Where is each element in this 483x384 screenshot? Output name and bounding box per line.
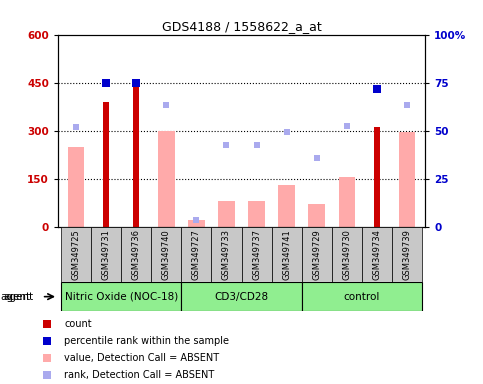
Bar <box>332 227 362 282</box>
Text: value, Detection Call = ABSENT: value, Detection Call = ABSENT <box>64 353 219 363</box>
Text: GSM349736: GSM349736 <box>132 229 141 280</box>
Bar <box>188 220 205 227</box>
Bar <box>91 227 121 282</box>
Bar <box>121 227 151 282</box>
Bar <box>68 147 85 227</box>
Text: agent: agent <box>0 291 30 302</box>
Bar <box>61 227 91 282</box>
Bar <box>218 201 235 227</box>
Bar <box>133 79 140 227</box>
Text: GSM349725: GSM349725 <box>71 229 81 280</box>
Bar <box>181 282 302 311</box>
Bar <box>398 132 415 227</box>
Text: count: count <box>64 318 92 329</box>
Bar <box>302 227 332 282</box>
Text: GSM349730: GSM349730 <box>342 229 351 280</box>
Text: GSM349734: GSM349734 <box>372 229 382 280</box>
Text: control: control <box>344 291 380 302</box>
Text: agent: agent <box>3 291 33 302</box>
Text: Nitric Oxide (NOC-18): Nitric Oxide (NOC-18) <box>65 291 178 302</box>
Text: GSM349737: GSM349737 <box>252 229 261 280</box>
Bar <box>362 227 392 282</box>
Bar <box>158 131 174 227</box>
Bar <box>302 282 422 311</box>
Text: GSM349741: GSM349741 <box>282 229 291 280</box>
Text: percentile rank within the sample: percentile rank within the sample <box>64 336 229 346</box>
Bar <box>278 185 295 227</box>
Bar <box>248 201 265 227</box>
Bar <box>309 204 325 227</box>
Bar <box>242 227 271 282</box>
Text: GSM349740: GSM349740 <box>162 229 171 280</box>
Text: CD3/CD28: CD3/CD28 <box>214 291 269 302</box>
Title: GDS4188 / 1558622_a_at: GDS4188 / 1558622_a_at <box>162 20 321 33</box>
Text: GSM349727: GSM349727 <box>192 229 201 280</box>
Bar <box>151 227 181 282</box>
Bar <box>61 282 181 311</box>
Text: GSM349739: GSM349739 <box>402 229 412 280</box>
Bar <box>212 227 242 282</box>
Bar <box>339 177 355 227</box>
Text: GSM349731: GSM349731 <box>101 229 111 280</box>
Text: GSM349733: GSM349733 <box>222 229 231 280</box>
Bar <box>373 127 380 227</box>
Text: GSM349729: GSM349729 <box>312 229 321 280</box>
Bar <box>392 227 422 282</box>
Bar <box>181 227 212 282</box>
Bar <box>271 227 302 282</box>
Bar <box>103 102 110 227</box>
Text: rank, Detection Call = ABSENT: rank, Detection Call = ABSENT <box>64 370 214 381</box>
